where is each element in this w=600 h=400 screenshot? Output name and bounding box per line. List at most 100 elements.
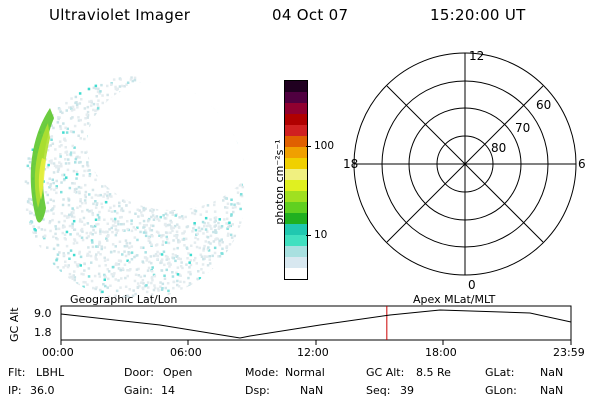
auroral-pixel bbox=[142, 226, 145, 229]
auroral-pixel bbox=[147, 236, 151, 239]
auroral-pixel bbox=[141, 279, 145, 282]
glat-value: NaN bbox=[540, 366, 564, 379]
auroral-pixel bbox=[58, 108, 62, 111]
auroral-pixel bbox=[188, 266, 191, 269]
auroral-pixel bbox=[48, 177, 51, 180]
auroral-pixel bbox=[169, 211, 172, 214]
auroral-pixel bbox=[99, 253, 102, 256]
auroral-pixel bbox=[124, 276, 127, 280]
ip-label: IP: bbox=[8, 384, 22, 397]
auroral-pixel bbox=[209, 225, 212, 228]
auroral-pixel bbox=[114, 85, 117, 89]
auroral-pixel bbox=[74, 101, 77, 105]
auroral-pixel bbox=[188, 282, 192, 285]
auroral-pixel bbox=[151, 266, 154, 269]
auroral-pixel bbox=[69, 249, 73, 252]
auroral-pixel bbox=[72, 211, 75, 215]
auroral-pixel bbox=[109, 284, 112, 287]
auroral-pixel bbox=[82, 174, 85, 177]
auroral-pixel bbox=[29, 167, 32, 170]
auroral-pixel bbox=[70, 211, 74, 214]
auroral-pixel bbox=[71, 275, 74, 278]
auroral-pixel bbox=[87, 209, 91, 213]
auroral-pixel bbox=[171, 256, 174, 259]
auroral-pixel bbox=[130, 258, 134, 261]
auroral-pixel bbox=[53, 188, 56, 192]
auroral-pixel bbox=[60, 212, 64, 215]
auroral-pixel bbox=[97, 105, 100, 109]
auroral-pixel bbox=[190, 244, 193, 247]
auroral-pixel bbox=[97, 99, 100, 102]
auroral-pixel bbox=[95, 108, 99, 112]
auroral-pixel bbox=[132, 226, 136, 229]
auroral-pixel bbox=[90, 239, 94, 242]
auroral-pixel bbox=[130, 296, 133, 298]
auroral-pixel bbox=[208, 262, 212, 265]
auroral-pixel bbox=[81, 210, 84, 213]
auroral-pixel bbox=[141, 287, 145, 291]
auroral-pixel bbox=[151, 234, 154, 238]
auroral-pixel bbox=[74, 161, 77, 164]
auroral-pixel bbox=[99, 193, 102, 197]
auroral-pixel bbox=[209, 218, 212, 221]
auroral-pixel bbox=[150, 224, 153, 227]
auroral-pixel bbox=[67, 203, 71, 207]
auroral-pixel bbox=[179, 257, 182, 261]
auroral-pixel bbox=[48, 221, 51, 225]
auroral-pixel bbox=[172, 286, 175, 290]
auroral-pixel bbox=[139, 275, 143, 279]
auroral-pixel bbox=[121, 209, 125, 213]
auroral-pixel bbox=[100, 83, 103, 87]
auroral-pixel bbox=[144, 229, 147, 232]
auroral-pixel bbox=[64, 126, 67, 130]
auroral-pixel bbox=[63, 138, 66, 141]
auroral-pixel bbox=[143, 208, 146, 212]
auroral-pixel bbox=[59, 269, 62, 272]
auroral-pixel bbox=[78, 220, 82, 223]
auroral-pixel bbox=[183, 244, 186, 247]
auroral-pixel bbox=[176, 223, 179, 226]
auroral-pixel bbox=[160, 269, 164, 272]
auroral-pixel bbox=[94, 287, 97, 291]
auroral-pixel bbox=[78, 156, 81, 159]
auroral-pixel bbox=[164, 217, 168, 220]
auroral-pixel bbox=[214, 216, 218, 219]
auroral-pixel bbox=[206, 264, 210, 267]
auroral-pixel bbox=[110, 82, 113, 85]
auroral-pixel bbox=[30, 220, 33, 223]
auroral-pixel bbox=[80, 202, 84, 205]
auroral-pixel bbox=[93, 224, 97, 228]
auroral-pixel bbox=[62, 198, 65, 201]
auroral-pixel bbox=[140, 281, 143, 284]
auroral-pixel bbox=[81, 130, 84, 134]
auroral-pixel bbox=[50, 135, 54, 138]
auroral-pixel bbox=[52, 247, 56, 251]
auroral-pixel bbox=[164, 241, 168, 244]
auroral-pixel bbox=[217, 221, 220, 225]
auroral-pixel bbox=[228, 221, 231, 224]
auroral-pixel bbox=[47, 209, 50, 213]
auroral-pixel bbox=[84, 281, 87, 284]
time-label: 15:20:00 UT bbox=[430, 6, 526, 24]
auroral-pixel bbox=[176, 273, 180, 276]
auroral-pixel bbox=[174, 214, 177, 217]
auroral-pixel bbox=[80, 227, 84, 231]
glon-label: GLon: bbox=[485, 384, 517, 397]
auroral-pixel bbox=[158, 234, 161, 237]
auroral-pixel bbox=[217, 255, 220, 258]
auroral-pixel bbox=[119, 269, 122, 272]
auroral-pixel bbox=[86, 116, 89, 119]
auroral-pixel bbox=[79, 186, 83, 189]
auroral-pixel bbox=[197, 270, 200, 273]
auroral-pixel bbox=[182, 280, 186, 284]
colorbar-segment bbox=[285, 235, 307, 246]
auroral-pixel bbox=[64, 260, 67, 263]
auroral-pixel bbox=[206, 236, 210, 239]
auroral-pixel bbox=[128, 288, 131, 291]
auroral-pixel bbox=[38, 245, 42, 248]
auroral-pixel bbox=[150, 276, 154, 279]
auroral-pixel bbox=[225, 245, 229, 248]
auroral-image bbox=[24, 76, 247, 298]
auroral-pixel bbox=[67, 158, 70, 161]
auroral-pixel bbox=[37, 226, 41, 229]
